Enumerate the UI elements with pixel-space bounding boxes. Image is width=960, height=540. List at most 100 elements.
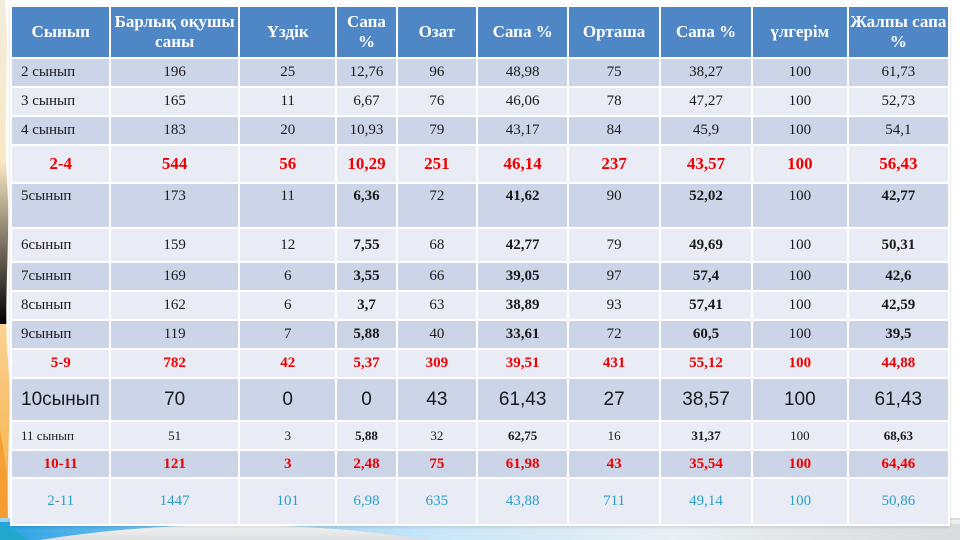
table-row: 7сынып 169 6 3,55 66 39,05 97 57,4 100 42,6: [9, 261, 951, 292]
table-cell: 38,89: [476, 290, 570, 321]
table-cell: 162: [109, 290, 240, 321]
table-cell: 42,77: [476, 227, 570, 263]
table-cell: 100: [750, 261, 849, 292]
table-cell: 49,69: [659, 227, 753, 263]
table-cell: 56: [237, 144, 338, 184]
table-cell: 25: [237, 57, 338, 88]
table-cell: 3: [237, 449, 338, 479]
table-cell: 159: [109, 227, 240, 263]
table-cell: 39,5: [846, 319, 951, 350]
table-cell: 3,7: [335, 290, 398, 321]
table-cell: 64,46: [846, 449, 951, 479]
table-cell: 5,88: [335, 319, 398, 350]
table-cell: 35,54: [659, 449, 753, 479]
table-cell: 42,6: [846, 261, 951, 292]
table-cell: 50,86: [846, 477, 951, 526]
table-cell: 5,37: [335, 348, 398, 379]
table-cell: 196: [109, 57, 240, 88]
table-row: 2 сынып 196 25 12,76 96 48,98 75 38,27 100 61,73: [9, 57, 951, 88]
table-cell: 62,75: [476, 420, 570, 451]
table-cell: 38,57: [659, 377, 753, 422]
table-cell: 3: [237, 420, 338, 451]
table-row: 4 сынып 183 20 10,93 79 43,17 84 45,9 100 54,1: [9, 115, 951, 146]
table-cell: 100: [750, 477, 849, 526]
table-cell: 100: [750, 319, 849, 350]
table-cell: 5,88: [335, 420, 398, 451]
table-cell: 63: [395, 290, 479, 321]
table-cell: 50,31: [846, 227, 951, 263]
row-label-cell: 11 сынып: [9, 420, 112, 451]
table-cell: 75: [395, 449, 479, 479]
table-cell: 100: [750, 115, 849, 146]
table-row: 11 сынып 51 3 5,88 32 62,75 16 31,37 100 68,63: [9, 420, 951, 451]
table-cell: 3,55: [335, 261, 398, 292]
row-label-cell: 9сынып: [9, 319, 112, 350]
header-cell: Үздік: [237, 5, 338, 59]
header-cell: Барлық оқушы саны: [109, 5, 240, 59]
table-cell: 76: [395, 86, 479, 117]
table-cell: 11: [237, 86, 338, 117]
row-label-cell: 2 сынып: [9, 57, 112, 88]
table-cell: 20: [237, 115, 338, 146]
table-cell: 12,76: [335, 57, 398, 88]
header-cell: Сапа %: [476, 5, 570, 59]
table-cell: 52,02: [659, 182, 753, 229]
table-cell: 16: [567, 420, 662, 451]
table-cell: 100: [750, 290, 849, 321]
table-cell: 61,73: [846, 57, 951, 88]
table-cell: 100: [750, 144, 849, 184]
table-row: 10сынып 70 0 0 43 61,43 27 38,57 100 61,43: [9, 377, 951, 422]
table-cell: 12: [237, 227, 338, 263]
table-cell: 40: [395, 319, 479, 350]
header-cell: Сапа %: [659, 5, 753, 59]
table-cell: 75: [567, 57, 662, 88]
table-cell: 100: [750, 449, 849, 479]
table-cell: 33,61: [476, 319, 570, 350]
table-cell: 100: [750, 348, 849, 379]
table-cell: 165: [109, 86, 240, 117]
table-cell: 60,5: [659, 319, 753, 350]
table-cell: 6,36: [335, 182, 398, 229]
table-cell: 100: [750, 57, 849, 88]
header-cell: Орташа: [567, 5, 662, 59]
table-row: 5-9 782 42 5,37 309 39,51 431 55,12 100 44,88: [9, 348, 951, 379]
table-cell: 7: [237, 319, 338, 350]
table-cell: 100: [750, 182, 849, 229]
table-cell: 31,37: [659, 420, 753, 451]
table-cell: 544: [109, 144, 240, 184]
table-cell: 57,41: [659, 290, 753, 321]
table-cell: 43: [395, 377, 479, 422]
row-label-cell: 2-11: [9, 477, 112, 526]
left-orange-ribbon-decoration: [0, 0, 10, 540]
table-cell: 237: [567, 144, 662, 184]
table-cell: 46,06: [476, 86, 570, 117]
table-cell: 39,51: [476, 348, 570, 379]
table-cell: 48,98: [476, 57, 570, 88]
table-cell: 0: [237, 377, 338, 422]
row-label-cell: 4 сынып: [9, 115, 112, 146]
table-row: 2-11 1447 101 6,98 635 43,88 711 49,14 100 50,86: [9, 477, 951, 526]
table-cell: 309: [395, 348, 479, 379]
table-cell: 100: [750, 377, 849, 422]
table-cell: 44,88: [846, 348, 951, 379]
table-cell: 100: [750, 420, 849, 451]
table-cell: 78: [567, 86, 662, 117]
table-header-row: Сынып Барлық оқушы саны Үздік Сапа % Озат Сап…: [9, 5, 951, 59]
table-cell: 72: [395, 182, 479, 229]
table-cell: 10,93: [335, 115, 398, 146]
table-cell: 169: [109, 261, 240, 292]
table-cell: 121: [109, 449, 240, 479]
table-cell: 42,59: [846, 290, 951, 321]
table-cell: 45,9: [659, 115, 753, 146]
table-cell: 56,43: [846, 144, 951, 184]
table-cell: 57,4: [659, 261, 753, 292]
table-cell: 43,57: [659, 144, 753, 184]
row-label-cell: 6сынып: [9, 227, 112, 263]
table-cell: 42,77: [846, 182, 951, 229]
table-cell: 52,73: [846, 86, 951, 117]
table-cell: 66: [395, 261, 479, 292]
table-row: 6сынып 159 12 7,55 68 42,77 79 49,69 100 50,31: [9, 227, 951, 263]
table-cell: 101: [237, 477, 338, 526]
table-cell: 61,43: [846, 377, 951, 422]
table-cell: 100: [750, 86, 849, 117]
